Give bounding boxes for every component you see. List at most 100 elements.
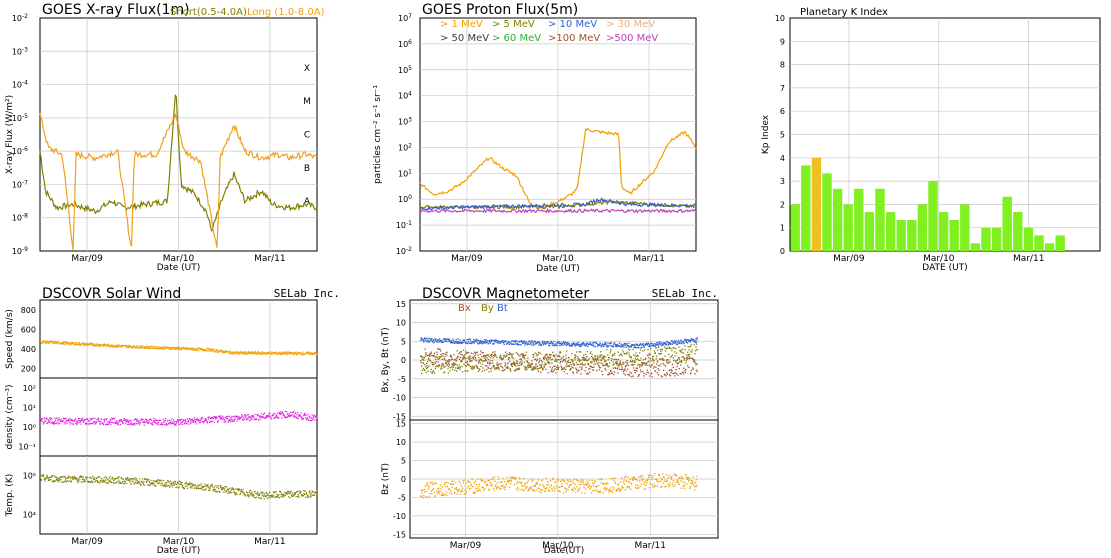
mag-point-By <box>467 363 469 365</box>
y-tick-exponent: 5 <box>408 65 412 72</box>
mag-point-Bt <box>632 344 634 347</box>
mag-point-Bx <box>594 359 596 361</box>
wind-point <box>168 422 170 424</box>
wind-point <box>201 348 203 350</box>
mag-point-By <box>542 369 544 371</box>
mag-point-Bt <box>525 341 528 343</box>
wind-point <box>153 421 155 423</box>
wind-point <box>229 487 231 489</box>
mag-point-Bx <box>469 366 472 368</box>
mag-point-Bx <box>551 368 553 370</box>
mag-point-Bz <box>632 478 634 480</box>
wind-point <box>223 352 225 354</box>
wind-point <box>146 347 148 349</box>
mag-point-Bt <box>547 341 549 344</box>
wind-point <box>275 496 277 498</box>
wind-point <box>235 415 237 417</box>
mag-point-Bz <box>664 481 667 483</box>
wind-point <box>129 422 131 424</box>
wind-point <box>45 340 47 342</box>
mag-point-Bt <box>598 344 601 346</box>
mag-point-Bx <box>428 359 430 361</box>
brand-label: SELab Inc. <box>652 287 718 300</box>
mag-point-Bx <box>630 361 632 363</box>
mag-point-Bz <box>425 490 427 492</box>
wind-point <box>287 490 289 492</box>
wind-point <box>254 418 256 420</box>
mag-point-Bx <box>556 355 559 358</box>
mag-point-Bt <box>444 338 447 340</box>
mag-point-Bz <box>555 487 557 489</box>
mag-point-By <box>675 347 677 350</box>
mag-point-Bx <box>458 352 460 355</box>
mag-point-By <box>610 348 612 351</box>
wind-point <box>212 417 215 420</box>
mag-point-Bx <box>656 372 658 374</box>
mag-point-By <box>627 348 630 350</box>
mag-point-By <box>670 347 672 350</box>
mag-point-Bt <box>642 342 644 345</box>
wind-point <box>241 351 243 353</box>
wind-point <box>155 419 158 421</box>
wind-point <box>203 349 205 352</box>
wind-point <box>193 484 195 486</box>
wind-point <box>200 483 202 485</box>
mag-point-By <box>563 368 565 370</box>
wind-point <box>260 352 262 354</box>
mag-point-Bx <box>485 359 487 362</box>
y-tick-label: 105 <box>398 65 412 75</box>
wind-point <box>266 498 268 500</box>
wind-point <box>225 420 227 422</box>
mag-point-By <box>441 363 443 365</box>
wind-point <box>269 492 271 494</box>
wind-point <box>165 484 167 486</box>
mag-point-Bz <box>479 488 481 490</box>
wind-point <box>178 347 181 349</box>
mag-point-By <box>535 364 537 366</box>
wind-point <box>293 495 295 497</box>
kp-bar <box>1055 235 1065 251</box>
wind-point <box>177 420 179 422</box>
mag-point-Bz <box>445 491 448 493</box>
mag-point-Bx <box>591 361 593 363</box>
mag-point-Bz <box>596 490 599 493</box>
mag-point-Bx <box>481 359 483 361</box>
mag-point-Bz <box>599 491 601 493</box>
mag-point-Bz <box>462 487 464 489</box>
y-tick-label: 10-9 <box>12 246 28 256</box>
wind-point <box>293 494 295 496</box>
mag-point-Bz <box>425 496 427 498</box>
wind-point <box>243 493 245 495</box>
mag-point-Bx <box>488 355 490 357</box>
wind-point <box>298 415 300 417</box>
wind-point <box>90 422 92 424</box>
mag-point-Bz <box>487 488 490 490</box>
mag-point-Bt <box>606 346 608 348</box>
wind-point <box>167 346 169 348</box>
mag-point-By <box>570 358 572 361</box>
mag-point-Bx <box>639 366 641 368</box>
mag-point-Bx <box>669 374 671 376</box>
wind-point <box>287 353 289 355</box>
wind-point <box>62 342 64 344</box>
mag-point-Bx <box>657 368 659 370</box>
mag-point-Bz <box>641 479 644 481</box>
mag-point-Bt <box>603 343 606 346</box>
wind-point <box>257 414 259 416</box>
wind-point <box>107 482 109 484</box>
mag-point-Bx <box>556 366 558 369</box>
mag-point-Bx <box>434 362 437 364</box>
mag-point-Bt <box>430 339 432 341</box>
wind-point <box>203 422 205 424</box>
wind-point <box>179 420 181 422</box>
mag-point-By <box>546 359 548 361</box>
wind-point <box>148 422 150 424</box>
mag-point-By <box>630 357 632 359</box>
mag-point-Bx <box>544 355 546 357</box>
wind-point <box>125 478 127 480</box>
wind-point <box>127 419 129 421</box>
mag-point-Bx <box>566 363 568 365</box>
wind-point <box>258 353 260 355</box>
wind-point <box>121 344 123 346</box>
wind-point <box>177 481 179 483</box>
